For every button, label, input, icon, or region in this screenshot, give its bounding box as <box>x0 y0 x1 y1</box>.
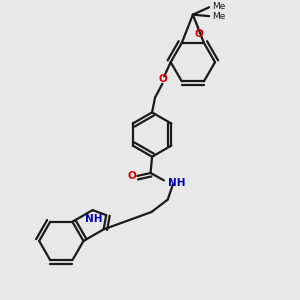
Text: Me: Me <box>212 2 225 11</box>
Text: Me: Me <box>212 12 225 21</box>
Text: O: O <box>159 74 168 84</box>
Text: NH: NH <box>168 178 185 188</box>
Text: O: O <box>128 171 136 181</box>
Text: NH: NH <box>85 214 103 224</box>
Text: O: O <box>195 29 204 39</box>
